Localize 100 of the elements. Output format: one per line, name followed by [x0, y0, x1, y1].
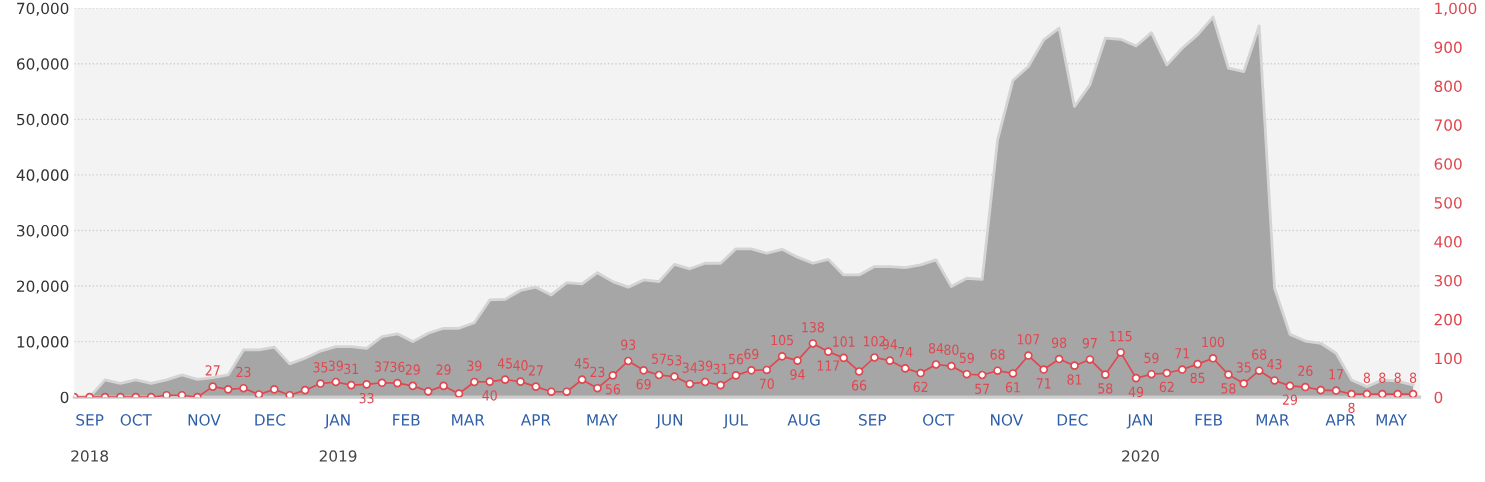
- y2-tick-label: 0: [1434, 391, 1443, 404]
- data-label: 23: [236, 366, 251, 378]
- x-tick-label: SEP: [76, 414, 104, 426]
- data-label: 62: [1159, 381, 1174, 393]
- data-label: 39: [698, 360, 713, 371]
- data-label: 100: [1202, 336, 1225, 348]
- data-label: 39: [467, 360, 482, 371]
- y2-tick-label: 600: [1434, 158, 1462, 170]
- data-label: 84: [928, 342, 944, 354]
- data-label: 27: [528, 365, 543, 376]
- x-tick-label: JUL: [723, 414, 748, 429]
- data-label: 31: [344, 363, 359, 375]
- data-label: 40: [513, 360, 528, 371]
- data-label: 71: [1175, 348, 1190, 359]
- x2-tick-label: 2019: [319, 450, 357, 462]
- y2-tick-label: 700: [1434, 119, 1462, 131]
- data-label: 8: [1348, 402, 1355, 414]
- data-label: 80: [944, 344, 959, 356]
- data-label: 117: [817, 360, 840, 371]
- data-label: 31: [713, 363, 728, 375]
- y-tick-label: 50,000: [17, 113, 69, 127]
- y-tick-label: 60,000: [17, 58, 69, 72]
- data-label: 34: [682, 362, 698, 373]
- x-tick-label: JUN: [655, 414, 683, 429]
- data-label: 101: [833, 336, 855, 347]
- data-label: 68: [990, 349, 1005, 360]
- data-label: 85: [1190, 372, 1205, 384]
- y2-tick-label: 1,000: [1435, 2, 1477, 16]
- data-label: 59: [959, 352, 974, 364]
- data-label: 8: [1363, 372, 1371, 384]
- x-tick-label: FEB: [1195, 414, 1222, 426]
- x-tick-label: MAY: [587, 414, 618, 426]
- y2-tick-label: 800: [1434, 80, 1462, 93]
- data-label: 74: [898, 347, 913, 358]
- data-label: 97: [1082, 337, 1097, 349]
- data-label: 69: [744, 348, 759, 360]
- data-label: 8: [1409, 372, 1417, 384]
- data-label: 49: [1128, 386, 1144, 398]
- data-label: 29: [436, 364, 451, 375]
- x-tick-label: NOV: [188, 414, 221, 426]
- x-tick-label: MAY: [1376, 414, 1407, 426]
- y-tick-label: 30,000: [17, 224, 69, 239]
- x-tick-label: NOV: [991, 414, 1024, 426]
- data-label: 57: [652, 353, 666, 364]
- x-tick-label: DEC: [255, 414, 286, 426]
- y-tick-label: 10,000: [17, 336, 69, 350]
- data-label: 98: [1051, 337, 1067, 349]
- data-label: 66: [852, 380, 867, 391]
- data-label: 69: [636, 378, 651, 390]
- data-label: 45: [574, 358, 589, 369]
- data-label: 8: [1379, 372, 1386, 384]
- x2-tick-label: 2020: [1122, 450, 1159, 462]
- data-label: 138: [802, 321, 824, 333]
- y2-tick-label: 500: [1434, 197, 1462, 209]
- data-label: 56: [728, 353, 744, 365]
- data-label: 26: [1298, 365, 1313, 377]
- x-tick-label: FEB: [393, 414, 420, 426]
- data-label: 40: [482, 390, 497, 401]
- data-label: 68: [1252, 349, 1267, 360]
- data-label: 35: [313, 362, 328, 373]
- y2-tick-label: 100: [1435, 352, 1462, 365]
- y2-tick-label: 900: [1434, 41, 1462, 54]
- x-tick-label: SEP: [858, 414, 887, 426]
- y-tick-label: 70,000: [17, 2, 69, 16]
- data-label: 23: [590, 366, 605, 378]
- x-tick-label: AUG: [787, 414, 820, 426]
- x-tick-label: MAR: [1256, 414, 1290, 426]
- data-label: 70: [759, 378, 774, 390]
- x-tick-label: APR: [1325, 414, 1356, 426]
- y-tick-label: 0: [60, 391, 69, 404]
- y2-tick-label: 400: [1434, 236, 1462, 248]
- x-tick-label: OCT: [923, 414, 955, 426]
- data-label: 35: [1236, 362, 1251, 373]
- data-label: 45: [497, 358, 512, 369]
- data-label: 94: [790, 369, 805, 380]
- data-label: 71: [1036, 378, 1051, 389]
- x-tick-label: JAN: [1126, 414, 1153, 429]
- data-label: 29: [1282, 394, 1298, 405]
- data-label: 62: [913, 381, 928, 393]
- data-label: 115: [1110, 331, 1132, 342]
- x-tick-label: MAR: [452, 414, 485, 426]
- x-tick-label: JAN: [324, 414, 350, 429]
- data-label: 59: [1144, 352, 1159, 364]
- x2-tick-label: 2018: [71, 450, 109, 462]
- data-label: 29: [405, 364, 420, 375]
- y2-tick-label: 200: [1434, 313, 1462, 326]
- y-tick-label: 20,000: [17, 280, 69, 294]
- data-label: 37: [375, 361, 389, 372]
- data-label: 107: [1017, 334, 1040, 345]
- data-label: 33: [359, 392, 374, 404]
- data-label: 105: [771, 334, 793, 346]
- data-label: 61: [1005, 382, 1020, 393]
- data-label: 17: [1329, 369, 1343, 380]
- data-label: 81: [1067, 374, 1082, 385]
- data-label: 57: [975, 383, 990, 395]
- data-label: 36: [390, 361, 405, 373]
- y2-tick-label: 300: [1434, 274, 1462, 287]
- data-label: 53: [667, 355, 682, 366]
- data-label: 58: [1098, 383, 1113, 394]
- data-label: 43: [1267, 358, 1282, 370]
